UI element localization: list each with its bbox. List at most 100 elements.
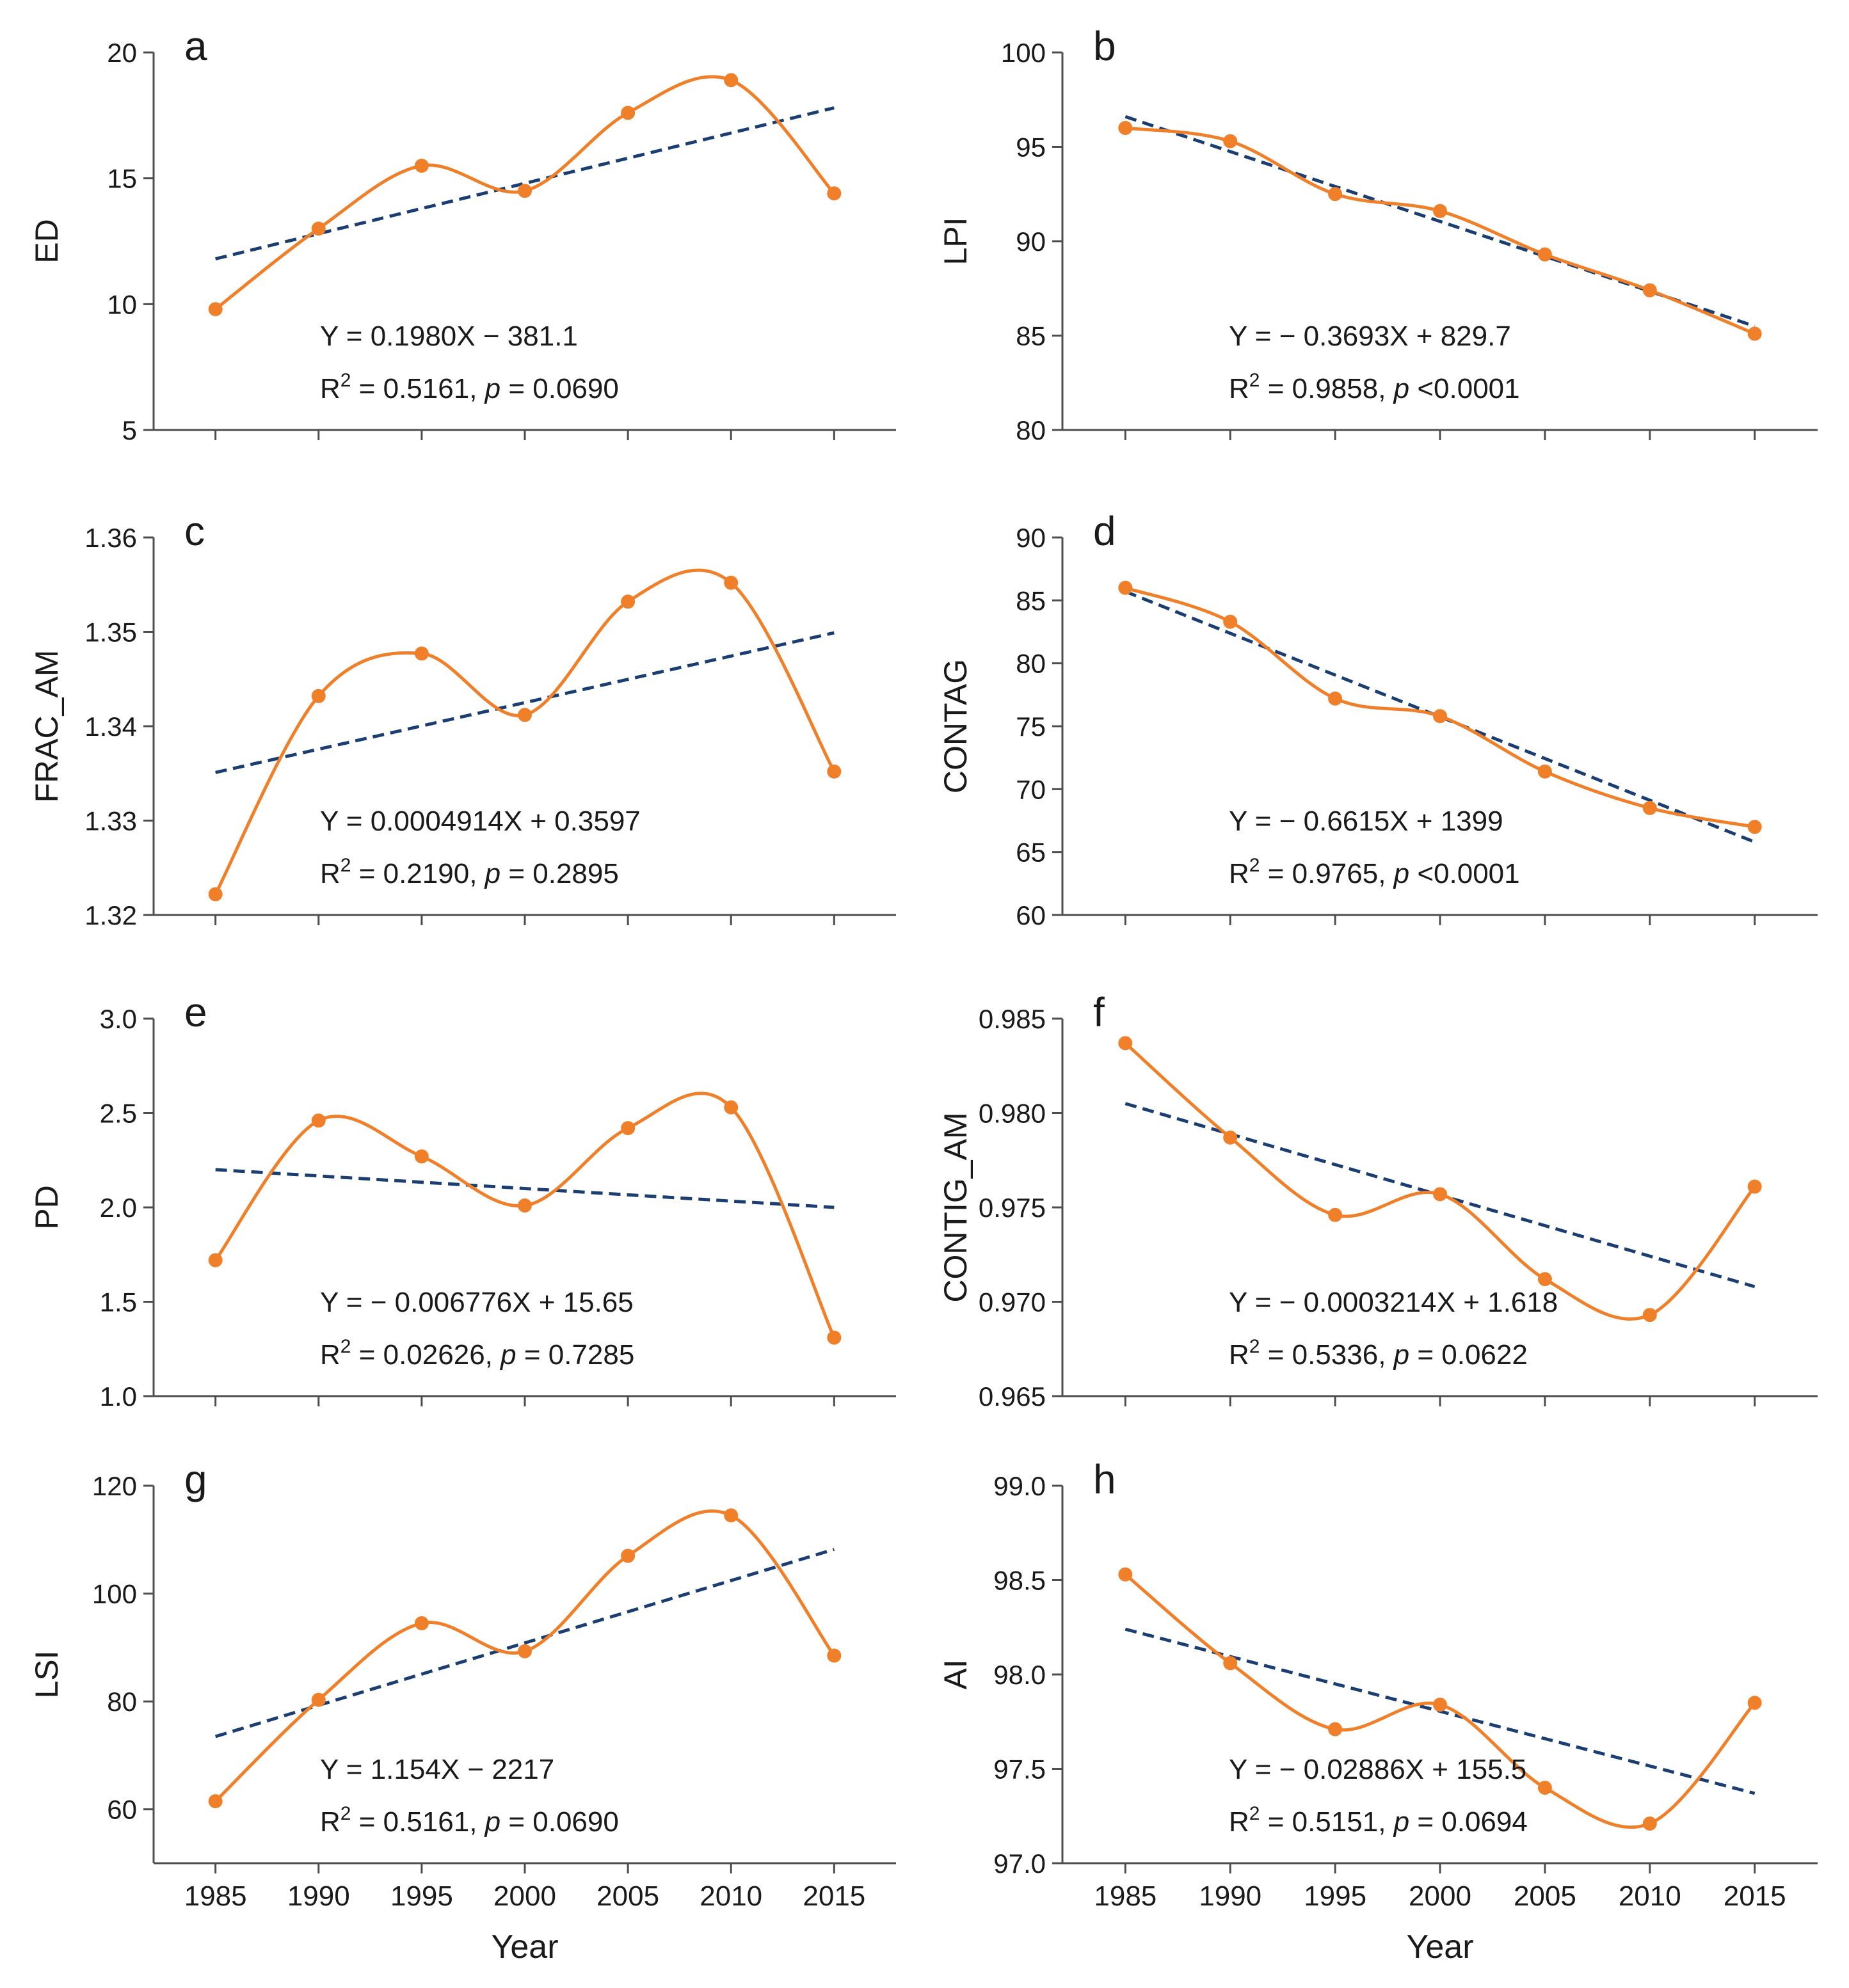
x-tick-label: 1985 — [184, 1881, 247, 1912]
data-point — [1747, 820, 1762, 834]
data-point — [621, 106, 636, 120]
y-tick-label: 15 — [107, 164, 137, 194]
data-point — [724, 1100, 739, 1115]
trend-line — [215, 631, 835, 774]
y-tick-label: 2.5 — [100, 1099, 137, 1129]
data-point — [414, 159, 429, 173]
data-point — [518, 708, 532, 722]
regression-stats: R2 = 0.5336, p = 0.0622 — [1229, 1336, 1528, 1371]
x-axis-title: Year — [491, 1928, 558, 1966]
data-point — [1118, 121, 1133, 135]
panel-letter: b — [1093, 23, 1116, 69]
data-point — [208, 887, 223, 902]
data-point — [1223, 1656, 1238, 1671]
data-point — [827, 764, 842, 779]
data-point — [1328, 1207, 1343, 1222]
trend-line — [215, 106, 835, 260]
y-tick-label: 98.5 — [993, 1566, 1046, 1596]
y-tick-label: 90 — [1016, 227, 1046, 257]
data-point — [621, 1548, 636, 1563]
panel-letter: f — [1093, 989, 1105, 1035]
y-tick-label: 60 — [107, 1795, 137, 1825]
data-point — [414, 646, 429, 661]
data-point — [724, 575, 739, 590]
data-point — [1537, 764, 1552, 779]
x-tick-label: 2005 — [1514, 1881, 1576, 1912]
series-line — [1125, 586, 1756, 829]
trend-line — [1125, 590, 1756, 844]
regression-stats: R2 = 0.5161, p = 0.0690 — [320, 370, 619, 404]
chart-panel-b: 80 85 90 95 100 LPI b Y = − 0.3693X + 829.7 R2 =… — [938, 23, 1818, 445]
chart-panel-h: 97.0 97.5 98.0 98.5 99.0 1985 1990 1995 2000 2005… — [938, 1456, 1818, 1912]
x-tick-label: 2005 — [596, 1881, 659, 1912]
y-tick-label: 0.975 — [979, 1193, 1046, 1223]
data-point — [311, 688, 326, 703]
y-tick-label: 1.5 — [100, 1287, 137, 1317]
y-tick-label: 80 — [1016, 415, 1046, 445]
data-point — [414, 1616, 429, 1630]
chart-panel-c: 1.32 1.33 1.34 1.35 1.36 FRAC_AM c Y = 0.000491… — [29, 508, 896, 930]
y-tick-label: 97.5 — [993, 1754, 1046, 1785]
data-point — [208, 1253, 223, 1268]
x-tick-label: 1995 — [390, 1881, 453, 1912]
data-point — [724, 1508, 739, 1523]
x-tick-label: 1995 — [1304, 1881, 1366, 1912]
data-point — [827, 1648, 842, 1663]
x-tick-label: 2000 — [1409, 1881, 1471, 1912]
y-tick-label: 120 — [92, 1471, 137, 1501]
data-point — [1328, 691, 1343, 706]
data-point — [827, 1330, 842, 1345]
data-point — [518, 1644, 532, 1658]
data-point — [311, 1692, 326, 1707]
data-point — [414, 1149, 429, 1164]
trend-line — [215, 1168, 835, 1209]
regression-equation: Y = − 0.006776X + 15.65 — [320, 1287, 634, 1318]
x-axis-title: Year — [1406, 1928, 1473, 1966]
data-point — [1328, 187, 1343, 202]
regression-equation: Y = 0.1980X − 381.1 — [320, 321, 578, 352]
y-axis-label: CONTAG — [938, 659, 973, 793]
data-point — [1537, 1781, 1552, 1795]
x-tick-label: 2015 — [803, 1881, 865, 1912]
y-tick-label: 80 — [107, 1687, 137, 1717]
y-tick-label: 0.980 — [979, 1099, 1046, 1129]
regression-equation: Y = − 0.6615X + 1399 — [1229, 806, 1503, 837]
y-tick-label: 70 — [1016, 774, 1046, 804]
y-tick-label: 1.34 — [84, 712, 137, 742]
y-tick-label: 5 — [122, 415, 137, 445]
data-point — [1537, 1272, 1552, 1287]
panel-letter: g — [184, 1456, 207, 1502]
y-tick-label: 1.36 — [84, 523, 137, 553]
y-tick-label: 85 — [1016, 321, 1046, 351]
x-tick-label: 2015 — [1724, 1881, 1786, 1912]
y-axis-label: FRAC_AM — [29, 650, 65, 803]
y-axis-label: PD — [29, 1185, 65, 1229]
y-tick-label: 20 — [107, 38, 137, 68]
regression-stats: R2 = 0.02626, p = 0.7285 — [320, 1336, 634, 1371]
regression-stats: R2 = 0.5161, p = 0.0690 — [320, 1803, 619, 1838]
y-axis-label: CONTIG_AM — [938, 1112, 973, 1302]
y-tick-label: 85 — [1016, 585, 1046, 616]
y-tick-label: 80 — [1016, 649, 1046, 679]
chart-panel-a: 5 10 15 20 ED a Y = 0.1980X − 381.1 R2 = 0.5161… — [29, 23, 896, 445]
chart-panel-d: 60 65 70 75 80 85 90 CONTAG d Y = − 0.6615X + 139… — [938, 508, 1818, 930]
panel-letter: h — [1093, 1456, 1116, 1502]
data-point — [827, 186, 842, 201]
data-point — [1642, 1817, 1657, 1831]
series-line — [1124, 1042, 1756, 1321]
y-axis-label: LSI — [29, 1650, 65, 1698]
regression-equation: Y = − 0.0003214X + 1.618 — [1229, 1287, 1558, 1318]
x-tick-label: 2010 — [700, 1881, 762, 1912]
data-point — [1747, 1696, 1762, 1710]
panel-letter: d — [1093, 508, 1116, 554]
y-tick-label: 1.35 — [84, 617, 137, 648]
y-tick-label: 65 — [1016, 838, 1046, 868]
data-point — [1433, 709, 1447, 724]
y-tick-label: 10 — [107, 289, 137, 319]
y-tick-label: 2.0 — [100, 1193, 137, 1223]
data-point — [621, 594, 636, 609]
series-line — [1125, 126, 1756, 335]
data-point — [1118, 1036, 1133, 1051]
y-axis-label: LPI — [938, 217, 973, 265]
